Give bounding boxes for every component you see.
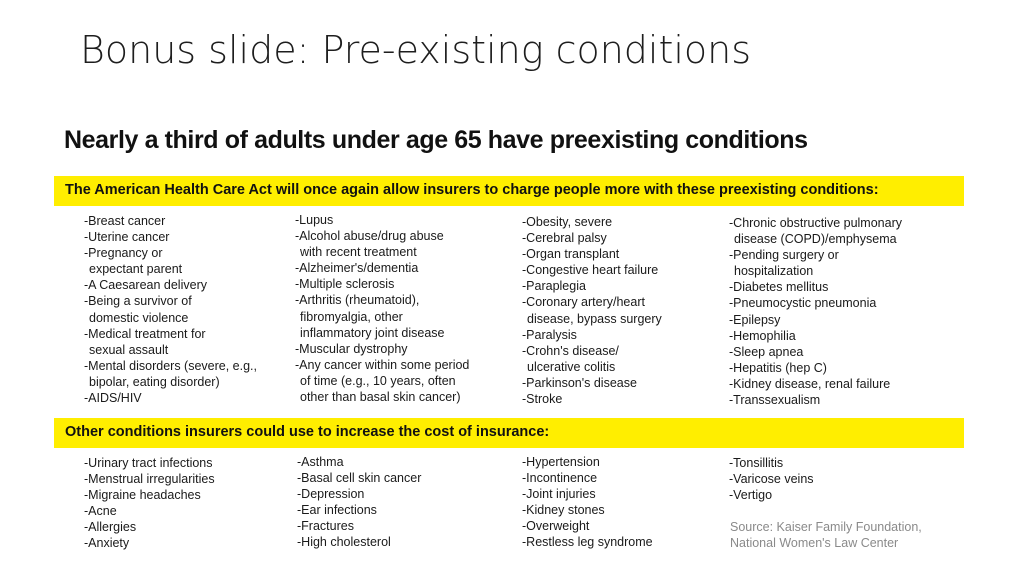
condition-item: -Paralysis	[522, 327, 577, 342]
condition-item: other than basal skin cancer)	[300, 390, 461, 405]
condition-item: -Hemophilia	[729, 328, 796, 343]
condition-item: -Incontinence	[522, 471, 598, 486]
condition-item: domestic violence	[89, 310, 189, 325]
condition-item: -Alcohol abuse/drug abuse	[295, 229, 444, 244]
section1-column-1: -Breast cancer -Uterine cancer -Pregnancy …	[84, 213, 257, 406]
condition-item: -Kidney stones	[522, 503, 605, 518]
source-line: Source: Kaiser Family Foundation,	[730, 520, 922, 534]
condition-item: -Organ transplant	[522, 247, 620, 262]
condition-item: bipolar, eating disorder)	[89, 374, 220, 389]
condition-item: -Vertigo	[729, 488, 773, 503]
section2-band: Other conditions insurers could use to i…	[54, 418, 964, 448]
condition-item: disease (COPD)/emphysema	[734, 232, 897, 247]
condition-item: ulcerative colitis	[527, 359, 616, 374]
condition-item: -Breast cancer	[84, 214, 166, 228]
condition-item: -Kidney disease, renal failure	[729, 376, 891, 391]
condition-item: hospitalization	[734, 264, 814, 279]
condition-item: -Pregnancy or	[84, 246, 163, 261]
condition-item: -Pending surgery or	[729, 248, 839, 263]
source-note: Source: Kaiser Family Foundation, Nation…	[730, 519, 922, 551]
condition-item: -A Caesarean delivery	[84, 278, 207, 293]
condition-item: -Menstrual irregularities	[84, 472, 215, 487]
section1-column-2: -Lupus -Alcohol abuse/drug abuse with rec…	[295, 212, 469, 405]
condition-item: -Varicose veins	[729, 472, 814, 487]
source-line: National Women's Law Center	[730, 536, 899, 550]
condition-item: -Cerebral palsy	[522, 231, 607, 246]
condition-item: inflammatory joint disease	[300, 325, 445, 340]
condition-item: -AIDS/HIV	[84, 391, 142, 406]
condition-item: disease, bypass surgery	[527, 311, 662, 326]
condition-item: -Alzheimer's/dementia	[295, 261, 419, 276]
section1-column-4: -Chronic obstructive pulmonary disease (…	[729, 215, 902, 408]
condition-item: -Congestive heart failure	[522, 263, 659, 278]
condition-item: -Depression	[297, 487, 365, 502]
condition-item: -Diabetes mellitus	[729, 280, 829, 295]
condition-item: -Asthma	[297, 455, 344, 469]
section2-column-2: -Asthma -Basal cell skin cancer -Depressio…	[297, 454, 421, 551]
section2-column-4: -Tonsillitis -Varicose veins -Vertigo	[729, 455, 814, 503]
condition-item: -Muscular dystrophy	[295, 341, 408, 356]
condition-item: -Chronic obstructive pulmonary	[729, 216, 902, 230]
condition-item: -Pneumocystic pneumonia	[729, 296, 877, 311]
condition-item: -Obesity, severe	[522, 215, 613, 229]
condition-item: -Urinary tract infections	[84, 456, 213, 470]
condition-item: -Basal cell skin cancer	[297, 471, 422, 486]
condition-item: -Sleep apnea	[729, 344, 804, 359]
condition-item: -Lupus	[295, 213, 334, 227]
condition-item: -Being a survivor of	[84, 294, 192, 309]
condition-item: -Anxiety	[84, 536, 130, 551]
section1-column-3: -Obesity, severe -Cerebral palsy -Organ tr…	[522, 214, 662, 407]
condition-item: -Fractures	[297, 519, 354, 534]
condition-item: -Transsexualism	[729, 393, 821, 408]
condition-item: -Allergies	[84, 520, 137, 535]
condition-item: -Migraine headaches	[84, 488, 201, 503]
condition-item: -Tonsillitis	[729, 456, 784, 470]
figure-headline: Nearly a third of adults under age 65 ha…	[64, 126, 808, 154]
condition-item: -Epilepsy	[729, 312, 781, 327]
condition-item: -Mental disorders (severe, e.g.,	[84, 358, 257, 373]
condition-item: -Parkinson's disease	[522, 375, 637, 390]
condition-item: -Crohn's disease/	[522, 343, 619, 358]
condition-item: -Restless leg syndrome	[522, 535, 653, 550]
condition-item: -Ear infections	[297, 503, 377, 518]
condition-item: -Arthritis (rheumatoid),	[295, 293, 420, 308]
condition-item: -Stroke	[522, 392, 563, 407]
condition-item: -Any cancer within some period	[295, 357, 470, 372]
slide-title: Bonus slide: Pre-existing conditions	[80, 28, 752, 72]
condition-item: fibromyalgia, other	[300, 309, 403, 324]
condition-item: -Medical treatment for	[84, 326, 206, 341]
condition-item: -Acne	[84, 504, 117, 519]
condition-item: -Paraplegia	[522, 279, 586, 294]
condition-item: -Hypertension	[522, 455, 600, 469]
condition-item: -Multiple sclerosis	[295, 277, 395, 292]
section2-column-3: -Hypertension -Incontinence -Joint injurie…	[522, 454, 653, 551]
condition-item: -Hepatitis (hep C)	[729, 360, 827, 375]
condition-item: sexual assault	[89, 342, 169, 357]
section1-band: The American Health Care Act will once a…	[54, 176, 964, 206]
condition-item: -Coronary artery/heart	[522, 295, 645, 310]
condition-item: expectant parent	[89, 262, 183, 277]
condition-item: -Joint injuries	[522, 487, 596, 502]
section1-heading: The American Health Care Act will once a…	[65, 182, 879, 198]
section2-heading: Other conditions insurers could use to i…	[65, 424, 550, 440]
condition-item: -Overweight	[522, 519, 590, 534]
section2-column-1: -Urinary tract infections -Menstrual irre…	[84, 455, 215, 552]
condition-item: -Uterine cancer	[84, 230, 170, 245]
condition-item: with recent treatment	[300, 245, 417, 260]
condition-item: of time (e.g., 10 years, often	[300, 373, 456, 388]
condition-item: -High cholesterol	[297, 535, 391, 550]
